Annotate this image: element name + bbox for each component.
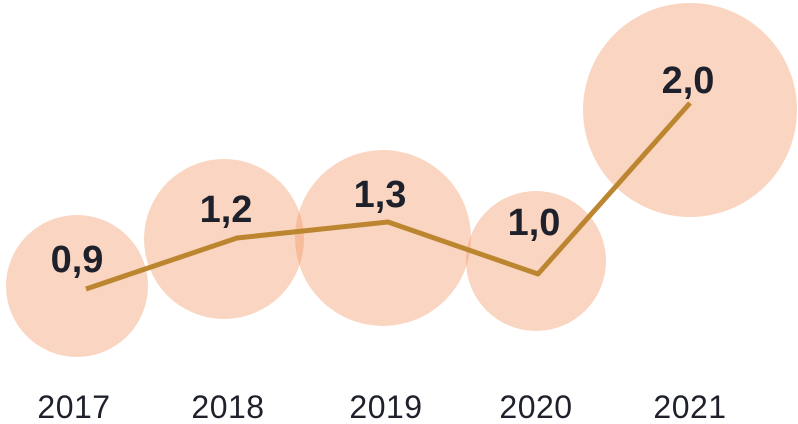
x-tick-2020: 2020 bbox=[499, 389, 572, 424]
trend-line bbox=[85, 101, 692, 292]
bubble-2017 bbox=[6, 215, 148, 357]
x-tick-2021: 2021 bbox=[653, 389, 726, 424]
x-tick-2018: 2018 bbox=[191, 389, 264, 424]
bubble-2020 bbox=[466, 191, 606, 331]
value-label-2017: 0,9 bbox=[51, 239, 104, 281]
x-axis-labels: 2017 2018 2019 2020 2021 bbox=[37, 389, 726, 424]
bubble-2018 bbox=[144, 159, 304, 319]
value-label-2021: 2,0 bbox=[662, 60, 715, 102]
bubble-markers bbox=[6, 3, 797, 357]
bubble-2019 bbox=[295, 150, 471, 326]
value-label-2018: 1,2 bbox=[200, 189, 253, 231]
x-tick-2017: 2017 bbox=[37, 389, 110, 424]
value-labels: 0,9 1,2 1,3 1,0 2,0 bbox=[51, 60, 715, 281]
x-tick-2019: 2019 bbox=[349, 389, 422, 424]
value-label-2020: 1,0 bbox=[508, 202, 561, 244]
value-label-2019: 1,3 bbox=[354, 174, 407, 216]
